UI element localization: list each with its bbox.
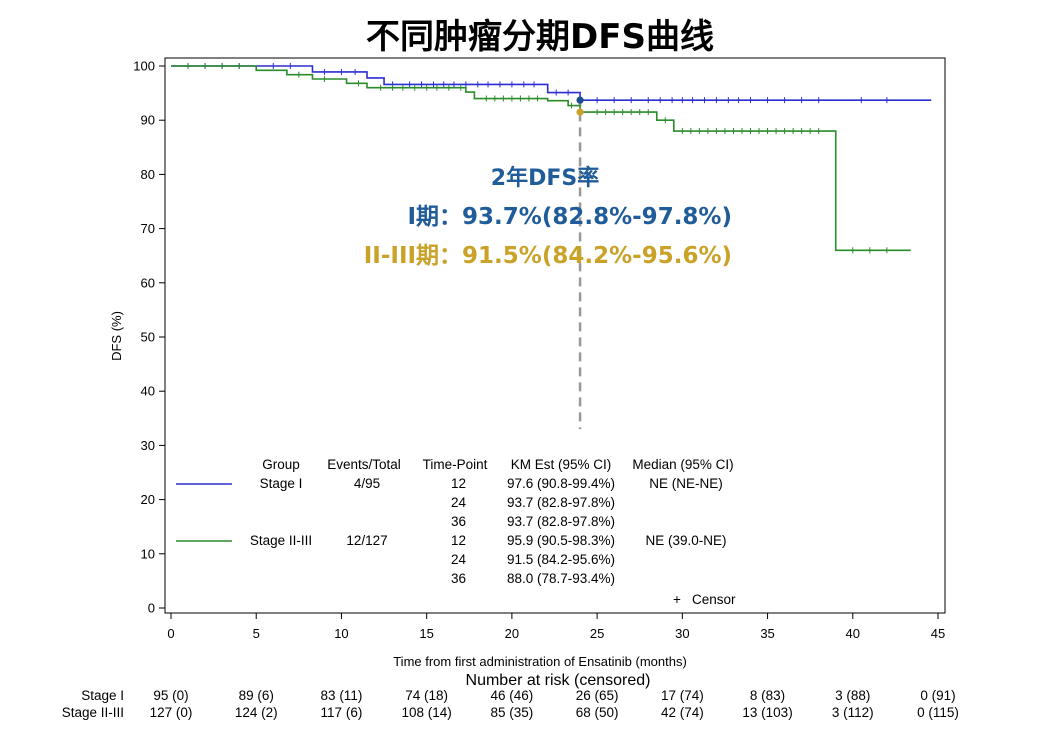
risk-cell: 46 (46) [490, 688, 533, 703]
y-tick-label: 80 [141, 167, 155, 182]
annotation-stage-ii-iii: II-III期：91.5%(84.2%-95.6%) [364, 243, 732, 269]
censor-symbol: + [673, 592, 681, 607]
risk-cell: 8 (83) [750, 688, 785, 703]
legend-time-point: 24 [451, 552, 467, 567]
risk-cell: 95 (0) [153, 688, 188, 703]
risk-cell: 127 (0) [150, 705, 193, 720]
risk-table-title: Number at risk (censored) [466, 672, 651, 689]
legend-header: KM Est (95% CI) [511, 457, 612, 472]
risk-cell: 89 (6) [239, 688, 274, 703]
legend-events: 12/127 [346, 533, 387, 548]
y-tick-label: 20 [141, 492, 155, 507]
y-tick-label: 10 [141, 546, 155, 561]
survival-curves [171, 63, 932, 254]
legend-time-point: 12 [451, 533, 466, 548]
annotation-stage-i: I期：93.7%(82.8%-97.8%) [407, 204, 732, 230]
legend-header: Time-Point [423, 457, 488, 472]
legend-table: Group Events/Total Time-Point KM Est (95% C… [176, 457, 736, 607]
y-tick-label: 100 [133, 59, 155, 74]
risk-cell: 108 (14) [402, 705, 452, 720]
plot-frame [164, 57, 946, 614]
legend-time-point: 12 [451, 476, 466, 491]
risk-cell: 0 (115) [917, 705, 959, 720]
risk-table: Stage I 95 (0) 89 (6) 83 (11) 74 (18) 46 (46)… [62, 688, 959, 720]
y-tick-label: 90 [141, 113, 155, 128]
legend-km-estimate: 97.6 (90.8-99.4%) [507, 476, 615, 491]
y-axis: 0 10 20 30 40 50 60 70 80 90 100 [133, 59, 165, 616]
risk-cell: 26 (65) [576, 688, 619, 703]
risk-cell: 13 (103) [742, 705, 792, 720]
annotation-heading: 2年DFS率 [491, 165, 599, 191]
risk-cell: 124 (2) [235, 705, 278, 720]
risk-cell: 83 (11) [321, 688, 363, 703]
y-tick-label: 50 [141, 330, 155, 345]
legend-events: 4/95 [354, 476, 380, 491]
x-tick-label: 25 [590, 626, 604, 641]
risk-cell: 68 (50) [576, 705, 619, 720]
x-tick-label: 10 [334, 626, 348, 641]
risk-cell: 85 (35) [490, 705, 533, 720]
x-tick-label: 20 [505, 626, 519, 641]
legend-km-estimate: 95.9 (90.5-98.3%) [507, 533, 615, 548]
risk-cell: 0 (91) [920, 688, 955, 703]
x-tick-label: 45 [931, 626, 945, 641]
legend-header: Events/Total [327, 457, 401, 472]
two-year-point [576, 96, 584, 104]
x-tick-label: 0 [167, 626, 174, 641]
censor-label: Censor [692, 592, 736, 607]
legend-km-estimate: 88.0 (78.7-93.4%) [507, 571, 615, 586]
x-axis-label: Time from first administration of Ensati… [393, 654, 687, 669]
legend-time-point: 24 [451, 495, 467, 510]
y-tick-label: 40 [141, 384, 155, 399]
chart-title: 不同肿瘤分期DFS曲线 [366, 17, 714, 57]
risk-cell: 17 (74) [661, 688, 704, 703]
legend-km-estimate: 93.7 (82.8-97.8%) [507, 495, 615, 510]
legend-km-estimate: 93.7 (82.8-97.8%) [507, 514, 615, 529]
x-tick-label: 35 [760, 626, 774, 641]
legend-header: Median (95% CI) [632, 457, 733, 472]
two-year-point [576, 108, 584, 116]
legend-time-point: 36 [451, 514, 466, 529]
x-tick-label: 30 [675, 626, 689, 641]
risk-row-label: Stage I [81, 688, 124, 703]
risk-cell: 74 (18) [405, 688, 448, 703]
series-line-stage-i [171, 65, 932, 101]
two-year-markers [576, 96, 584, 116]
legend-time-point: 36 [451, 571, 466, 586]
legend-group-name: Stage I [260, 476, 303, 491]
x-axis: 0 5 10 15 20 25 30 35 40 45 [167, 613, 945, 641]
risk-cell: 3 (88) [835, 688, 870, 703]
legend-header: Group [262, 457, 300, 472]
y-axis-label: DFS (%) [109, 311, 124, 361]
legend-median: NE (NE-NE) [649, 476, 723, 491]
risk-cell: 42 (74) [661, 705, 704, 720]
x-tick-label: 15 [419, 626, 433, 641]
x-tick-label: 40 [846, 626, 860, 641]
legend-median: NE (39.0-NE) [645, 533, 726, 548]
risk-row-label: Stage II-III [62, 705, 124, 720]
risk-cell: 117 (6) [321, 705, 363, 720]
risk-cell: 3 (112) [832, 705, 874, 720]
legend-km-estimate: 91.5 (84.2-95.6%) [507, 552, 615, 567]
y-tick-label: 30 [141, 438, 155, 453]
y-tick-label: 0 [148, 601, 155, 616]
x-tick-label: 5 [253, 626, 260, 641]
y-tick-label: 60 [141, 275, 155, 290]
y-tick-label: 70 [141, 221, 155, 236]
legend-group-name: Stage II-III [250, 533, 312, 548]
